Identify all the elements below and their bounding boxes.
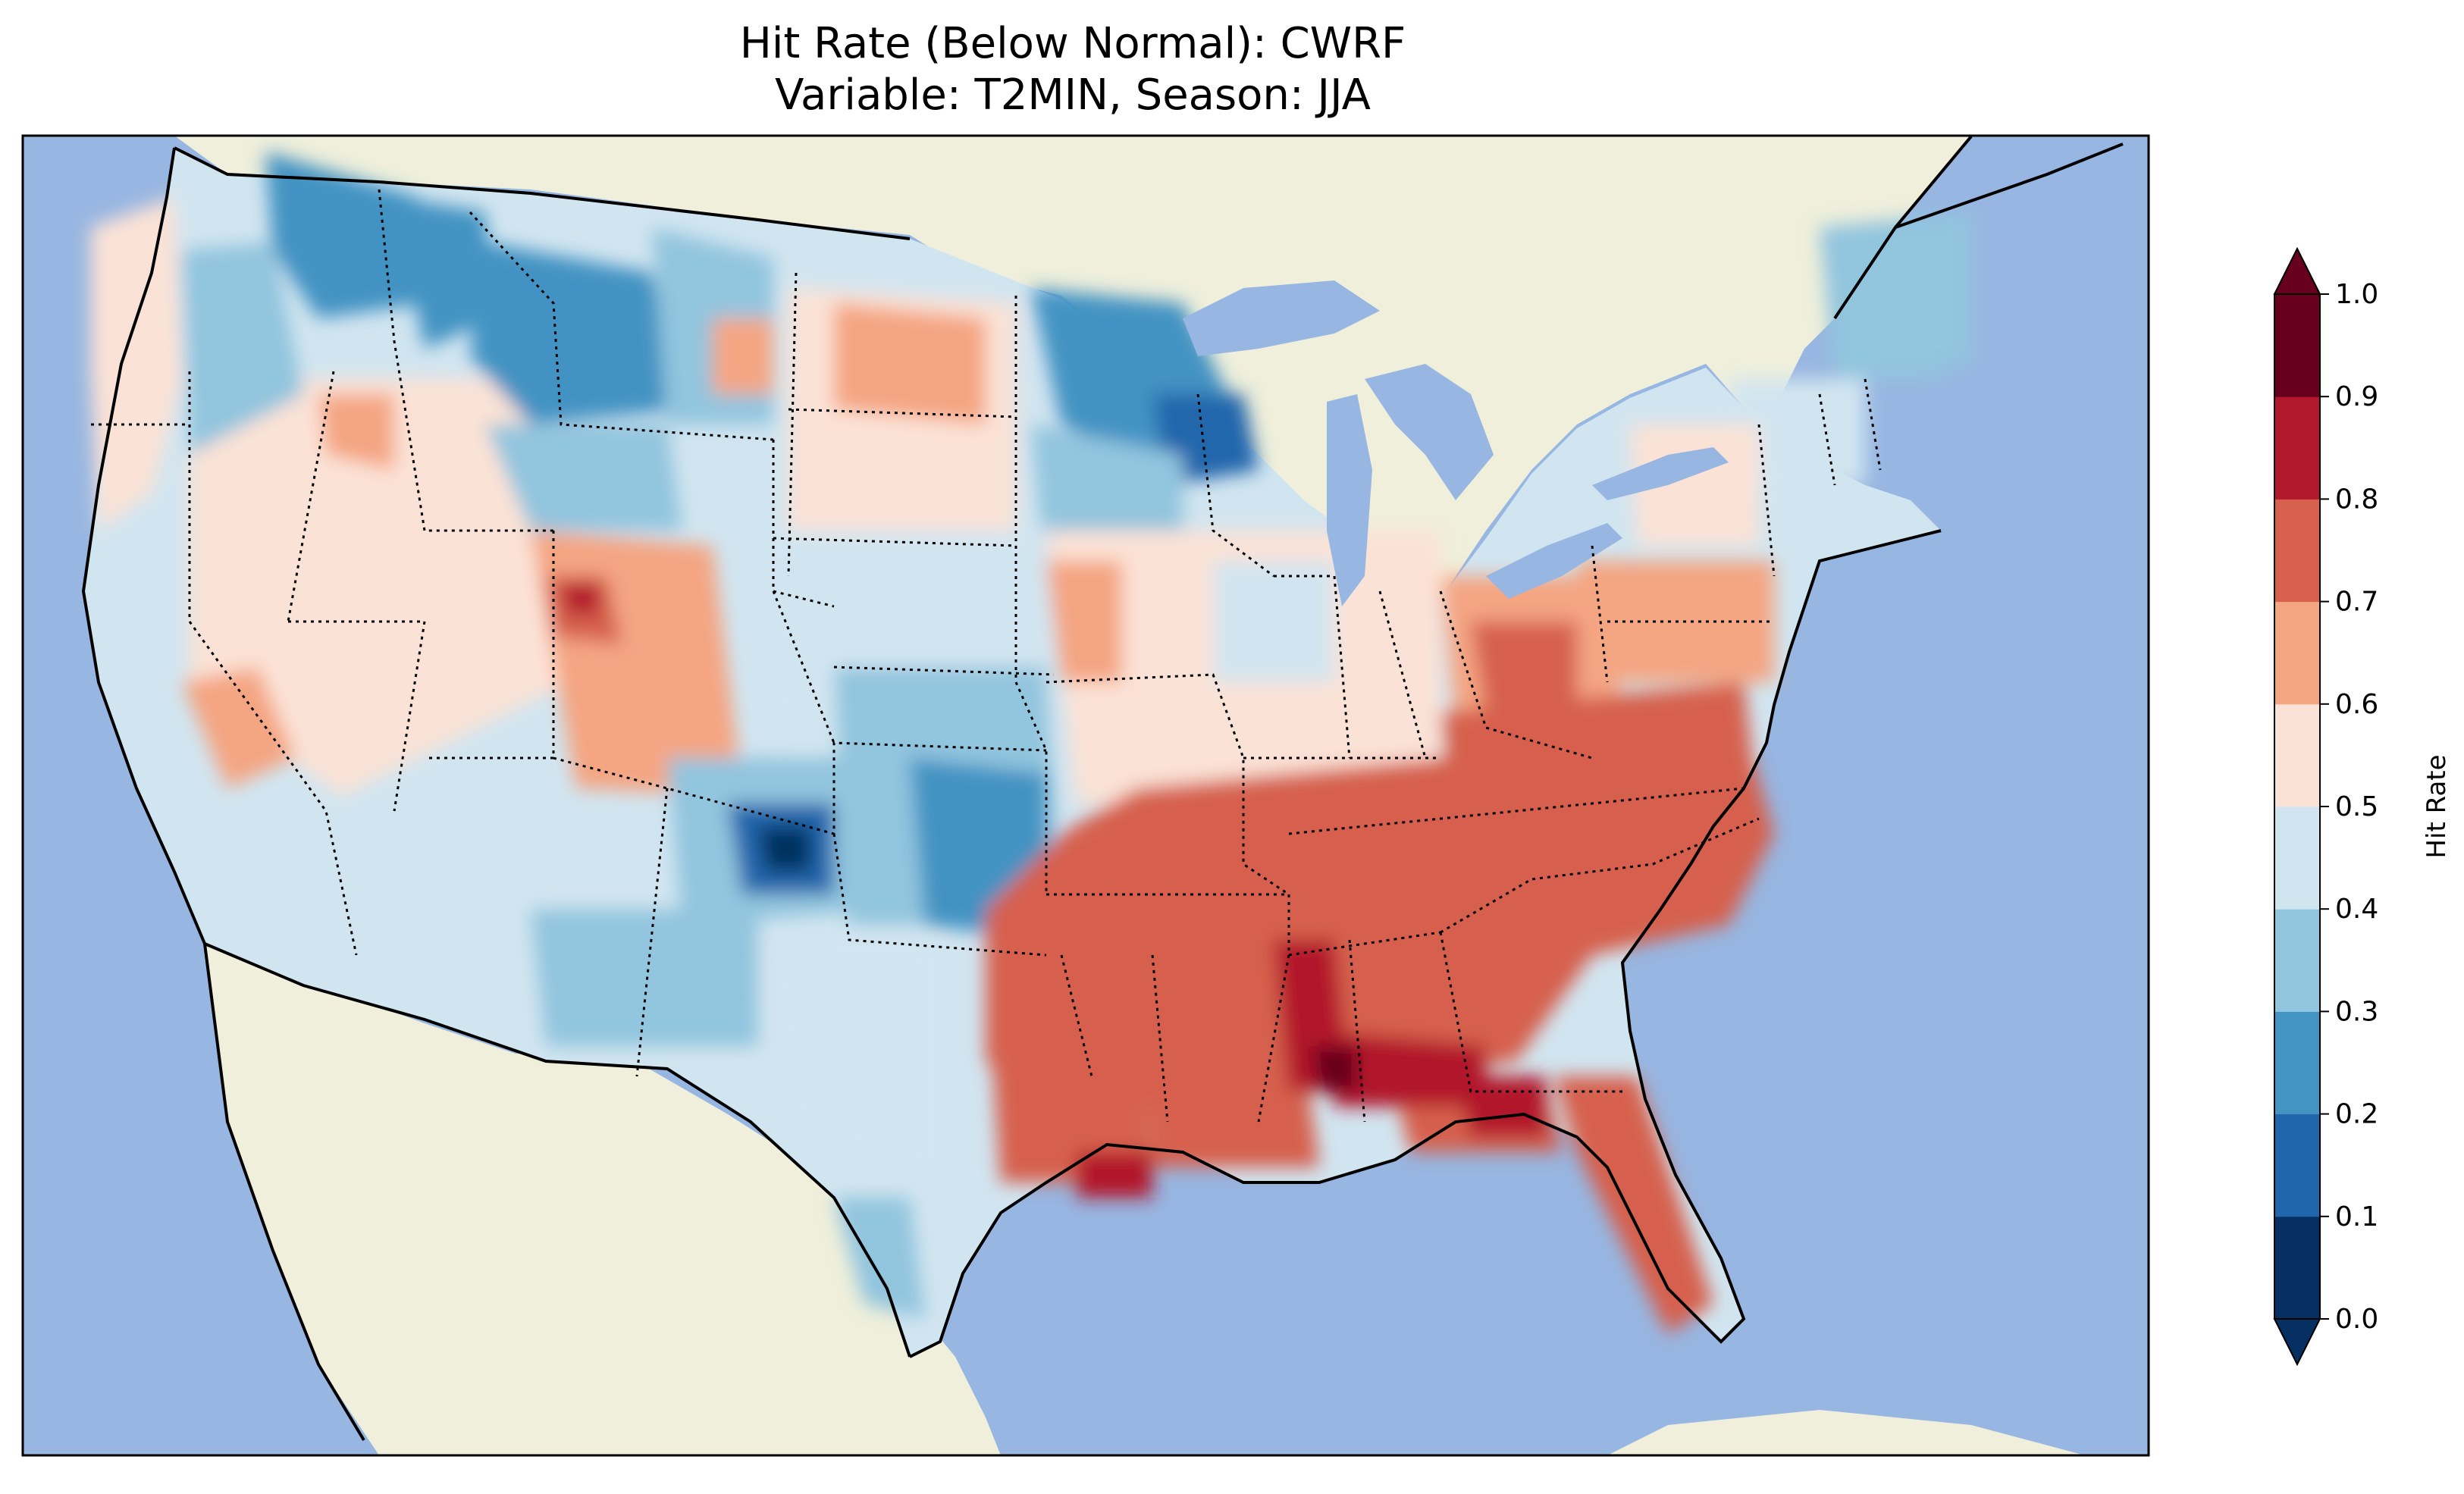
- canada-land: [174, 136, 1971, 599]
- mexico-land: [205, 944, 1001, 1455]
- hit-rate-field: [91, 152, 1971, 1334]
- colorbar-swatch: [2274, 1011, 2320, 1115]
- colorbar-swatch: [2274, 909, 2320, 1012]
- colorbar-swatch: [2274, 703, 2320, 807]
- state-borders: [91, 189, 1882, 1123]
- colorbar-tick-label: 0.2: [2335, 1099, 2378, 1130]
- colorbar-swatches: [2274, 294, 2320, 1320]
- colorbar-tick-label: 0.6: [2335, 689, 2378, 720]
- colorbar-tick-label: 0.8: [2335, 484, 2378, 515]
- map-frame: [21, 134, 2150, 1457]
- colorbar-label: Hit Rate: [2422, 754, 2452, 858]
- colorbar-swatch: [2274, 294, 2320, 397]
- colorbar-swatch: [2274, 1113, 2320, 1217]
- colorbar-swatch: [2274, 601, 2320, 705]
- colorbar-tick-label: 0.7: [2335, 587, 2378, 618]
- colorbar-swatch: [2274, 807, 2320, 910]
- map-area: [23, 136, 2149, 1455]
- colorbar-swatch: [2274, 1216, 2320, 1320]
- colorbar: 0.0 0.1 0.2 0.3 0.4 0.5 0.6 0.7 0.8 0.9 1.0 Hit Ra…: [2273, 246, 2452, 1367]
- colorbar-ticks: 0.0 0.1 0.2 0.3 0.4 0.5 0.6 0.7 0.8 0.9 1.0: [2320, 279, 2378, 1335]
- coastlines: [81, 136, 2124, 1442]
- colorbar-tick-label: 0.5: [2335, 791, 2378, 822]
- colorbar-tick-label: 0.0: [2335, 1304, 2378, 1335]
- chart-title-line-1: Hit Rate (Below Normal): CWRF: [739, 19, 1406, 68]
- chart-title-line-2: Variable: T2MIN, Season: JJA: [775, 70, 1371, 120]
- colorbar-extend-under: [2273, 1318, 2321, 1367]
- colorbar-extend-over: [2273, 246, 2321, 295]
- colorbar-tick-label: 0.1: [2335, 1201, 2378, 1232]
- colorbar-swatch: [2274, 499, 2320, 603]
- colorbar-tick-label: 0.9: [2335, 381, 2378, 412]
- colorbar-tick-label: 0.4: [2335, 894, 2378, 925]
- great-lakes: [1183, 280, 1729, 606]
- caribbean-land: [1607, 1410, 2085, 1455]
- colorbar-tick-label: 1.0: [2335, 279, 2378, 310]
- colorbar-tick-label: 0.3: [2335, 996, 2378, 1027]
- colorbar-swatch: [2274, 396, 2320, 500]
